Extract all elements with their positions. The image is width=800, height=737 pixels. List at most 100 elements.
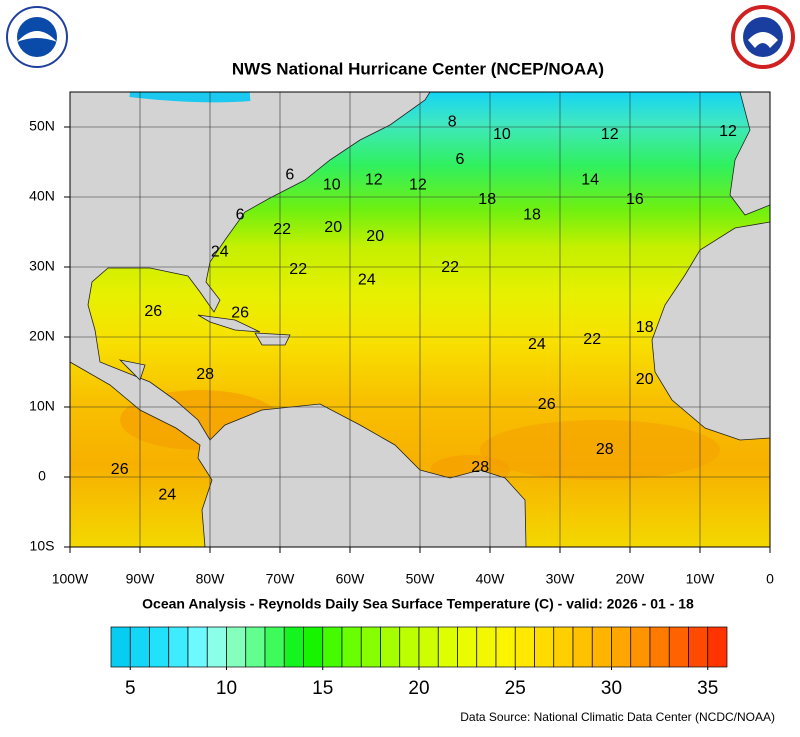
x-tick-label: 100W xyxy=(52,571,89,587)
contour-label: 12 xyxy=(719,123,737,140)
land xyxy=(70,92,770,547)
color-box xyxy=(399,626,420,668)
x-tick-label: 10W xyxy=(686,571,716,587)
contour-label: 14 xyxy=(581,171,599,188)
contour-label: 26 xyxy=(144,303,162,320)
color-box xyxy=(707,626,728,668)
color-box xyxy=(630,626,651,668)
contour-label: 28 xyxy=(196,366,214,383)
color-box xyxy=(437,626,458,668)
colorbar-label: 15 xyxy=(312,678,333,699)
x-tick-label: 60W xyxy=(336,571,366,587)
color-box xyxy=(418,626,439,668)
y-tick-label: 10N xyxy=(29,398,55,414)
contour-label: 24 xyxy=(528,336,546,353)
color-box xyxy=(245,626,266,668)
contour-label: 8 xyxy=(448,113,457,130)
color-box xyxy=(514,626,535,668)
color-box xyxy=(264,626,285,668)
color-box xyxy=(591,626,612,668)
contour-label: 22 xyxy=(583,331,601,348)
grid xyxy=(70,92,770,547)
contour-label: 24 xyxy=(358,272,376,289)
contour-labels: 8 10 12 12 6 10 12 12 6 14 16 18 18 6 22 20 20 24 22 24 22 26… xyxy=(111,113,737,503)
contour-label: 18 xyxy=(523,206,541,223)
y-tick-label: 0 xyxy=(38,468,46,484)
contour-label: 28 xyxy=(596,441,614,458)
color-box xyxy=(380,626,401,668)
contour-label: 26 xyxy=(111,461,129,478)
data-source: Data Source: National Climatic Data Cent… xyxy=(460,710,775,724)
colorbar-label: 5 xyxy=(125,678,136,699)
color-box xyxy=(110,626,131,668)
axes: 100W 90W 80W 70W 60W 50W 40W 30W 20W 10W 0 10S 0 10N 2… xyxy=(29,118,774,587)
contour-label: 10 xyxy=(323,176,341,193)
color-box xyxy=(534,626,555,668)
colorbar-label: 20 xyxy=(408,678,429,699)
contour-label: 20 xyxy=(366,228,384,245)
color-box xyxy=(572,626,593,668)
color-box xyxy=(476,626,497,668)
colorbar-label: 30 xyxy=(601,678,622,699)
hudson-water xyxy=(129,92,251,103)
color-box xyxy=(553,626,574,668)
contour-label: 24 xyxy=(158,486,176,503)
contour-label: 12 xyxy=(601,126,619,143)
y-tick-label: 50N xyxy=(29,118,55,134)
contour-label: 20 xyxy=(324,219,342,236)
contour-label: 18 xyxy=(636,319,654,336)
noaa-logo xyxy=(6,6,68,68)
contour-label: 6 xyxy=(236,206,245,223)
map: 8 10 12 12 6 10 12 12 6 14 16 18 18 6 22 20 20 24 22 24 22 26… xyxy=(70,92,770,547)
title: NWS National Hurricane Center (NCEP/NOAA… xyxy=(232,59,604,78)
y-tick-label: 10S xyxy=(30,538,55,554)
contour-label: 24 xyxy=(211,244,229,261)
color-box xyxy=(187,626,208,668)
color-box xyxy=(457,626,478,668)
contour-label: 26 xyxy=(231,304,249,321)
color-box xyxy=(303,626,324,668)
color-box xyxy=(226,626,247,668)
color-box xyxy=(611,626,632,668)
x-tick-label: 80W xyxy=(196,571,226,587)
color-box xyxy=(668,626,689,668)
y-tick-label: 40N xyxy=(29,188,55,204)
contour-label: 6 xyxy=(455,151,464,168)
color-box xyxy=(322,626,343,668)
color-box xyxy=(283,626,304,668)
colorbar-label: 35 xyxy=(697,678,718,699)
contour-label: 12 xyxy=(365,171,383,188)
warm-pool xyxy=(480,420,720,480)
contour-label: 6 xyxy=(285,167,294,184)
x-tick-label: 40W xyxy=(476,571,506,587)
colorbar-label: 10 xyxy=(216,678,237,699)
contour-label: 16 xyxy=(626,191,644,208)
subtitle: Ocean Analysis - Reynolds Daily Sea Surf… xyxy=(142,596,694,612)
colorbar: 5 10 15 20 25 30 35 xyxy=(110,626,728,699)
contour-label: 28 xyxy=(471,459,489,476)
y-tick-label: 20N xyxy=(29,328,55,344)
colorbar-label: 25 xyxy=(505,678,526,699)
contour-label: 12 xyxy=(409,176,427,193)
color-box xyxy=(129,626,150,668)
color-box xyxy=(688,626,709,668)
contour-label: 22 xyxy=(441,259,459,276)
x-tick-label: 20W xyxy=(616,571,646,587)
color-box xyxy=(360,626,381,668)
x-tick-label: 70W xyxy=(266,571,296,587)
x-tick-label: 0 xyxy=(766,571,774,587)
color-box xyxy=(649,626,670,668)
nws-logo xyxy=(731,5,795,69)
contour-label: 20 xyxy=(636,371,654,388)
contour-label: 18 xyxy=(478,191,496,208)
x-tick-label: 30W xyxy=(546,571,576,587)
contour-label: 26 xyxy=(538,396,556,413)
contour-label: 22 xyxy=(273,221,291,238)
contour-label: 22 xyxy=(289,261,307,278)
contour-label: 10 xyxy=(493,126,511,143)
color-box xyxy=(495,626,516,668)
y-tick-label: 30N xyxy=(29,258,55,274)
color-box xyxy=(149,626,170,668)
